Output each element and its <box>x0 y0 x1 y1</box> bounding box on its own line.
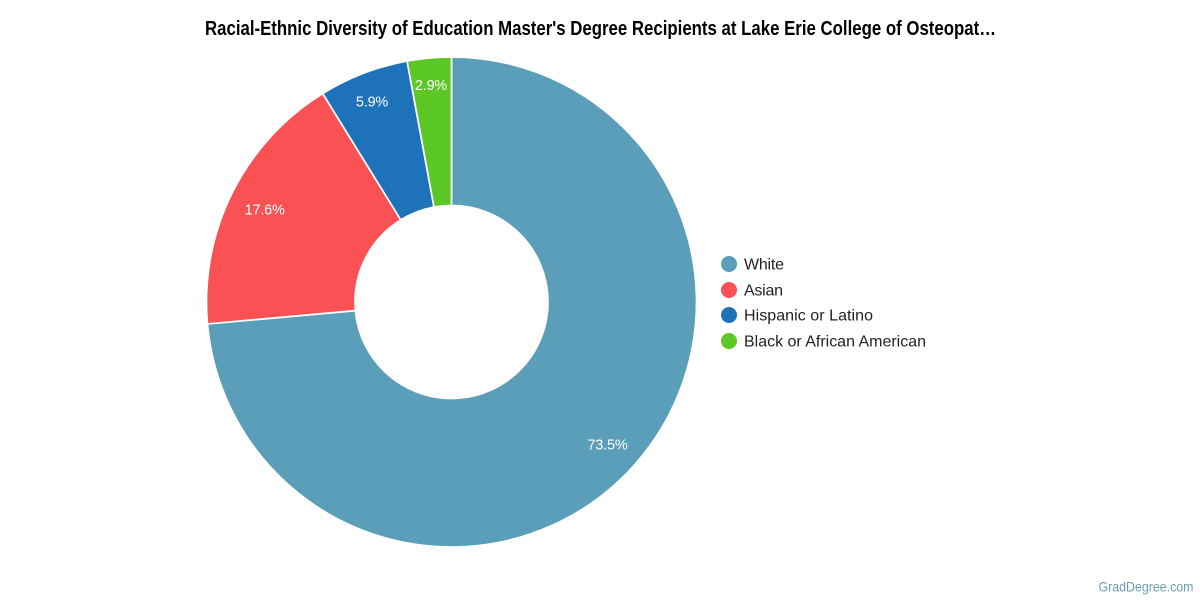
svg-text:2.9%: 2.9% <box>415 78 448 94</box>
svg-text:Racial-Ethnic Diversity of Edu: Racial-Ethnic Diversity of Education Mas… <box>205 18 996 40</box>
svg-text:17.6%: 17.6% <box>245 202 285 218</box>
svg-text:Asian: Asian <box>744 283 783 300</box>
svg-text:Hispanic or Latino: Hispanic or Latino <box>744 308 873 325</box>
svg-text:Black or African American: Black or African American <box>744 334 926 351</box>
svg-text:73.5%: 73.5% <box>587 438 627 454</box>
svg-text:GradDegree.com: GradDegree.com <box>1099 579 1194 595</box>
svg-text:White: White <box>744 257 784 274</box>
svg-text:5.9%: 5.9% <box>356 95 389 111</box>
